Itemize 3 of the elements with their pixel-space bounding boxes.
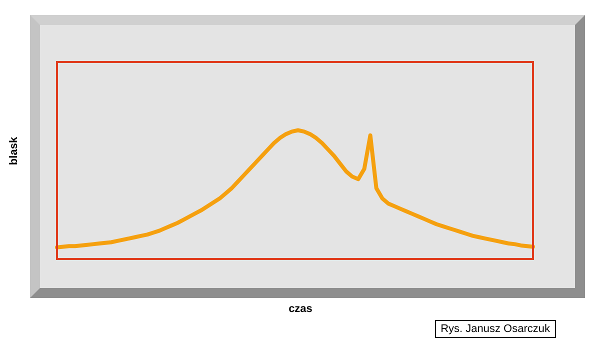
x-axis-title: czas [288, 303, 314, 315]
y-axis-title: blask [8, 136, 20, 166]
text: Rys. Janusz Osarczuk [434, 320, 556, 338]
